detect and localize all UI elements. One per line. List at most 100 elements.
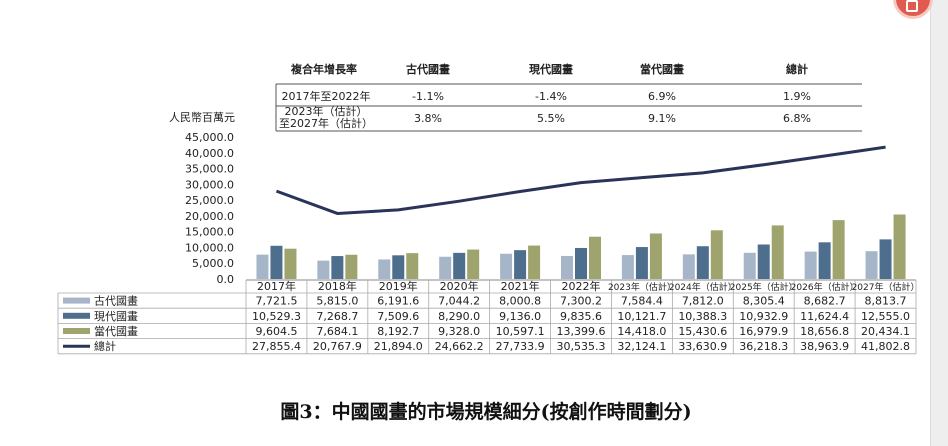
data-label-3-3: 24,662.2 <box>435 340 484 353</box>
data-label-3-4: 27,733.9 <box>496 340 545 353</box>
bar-2-4 <box>528 245 541 279</box>
data-label-1-1: 7,268.7 <box>316 310 358 323</box>
cagr-period-1-1: 至2027年（估計） <box>279 116 373 130</box>
y-tick-label: 40,000.0 <box>185 147 234 160</box>
x-tick-label: 2025年（估計） <box>730 281 798 293</box>
data-label-2-1: 7,684.1 <box>316 325 358 338</box>
vertical-scrollbar[interactable] <box>930 0 948 446</box>
y-tick-label: 45,000.0 <box>185 131 234 144</box>
cagr-header-4: 總計 <box>786 62 808 76</box>
bar-1-7 <box>696 246 709 279</box>
data-label-2-0: 9,604.5 <box>255 325 297 338</box>
data-label-1-0: 10,529.3 <box>252 310 301 323</box>
data-label-3-9: 38,963.9 <box>800 340 849 353</box>
x-tick-label: 2021年 <box>501 279 540 293</box>
figure-caption: 圖3：中國國畫的市場規模細分(按創作時間劃分) <box>280 400 691 423</box>
legend-swatch-1 <box>63 312 90 319</box>
data-label-3-0: 27,855.4 <box>252 340 301 353</box>
cagr-header-3: 當代國畫 <box>640 62 684 76</box>
data-label-2-2: 8,192.7 <box>377 325 419 338</box>
data-label-3-6: 32,124.1 <box>617 340 666 353</box>
data-label-2-4: 10,597.1 <box>496 325 545 338</box>
bar-1-3 <box>453 252 466 279</box>
y-tick-label: 20,000.0 <box>185 210 234 223</box>
bar-2-6 <box>649 233 662 279</box>
data-label-3-7: 33,630.9 <box>678 340 727 353</box>
bar-2-10 <box>893 214 906 279</box>
bar-2-8 <box>771 225 784 279</box>
y-axis-label: 人民幣百萬元 <box>169 111 235 124</box>
data-label-3-8: 36,218.3 <box>739 340 788 353</box>
data-label-0-0: 7,721.5 <box>255 295 297 308</box>
bar-1-1 <box>331 256 344 279</box>
bar-1-4 <box>514 250 527 279</box>
bar-1-2 <box>392 255 405 279</box>
x-tick-label: 2020年 <box>440 279 479 293</box>
data-label-0-3: 7,044.2 <box>438 295 480 308</box>
y-tick-label: 15,000.0 <box>185 226 234 239</box>
x-tick-label: 2026年（估計） <box>791 281 859 293</box>
y-tick-label: 35,000.0 <box>185 163 234 176</box>
data-label-3-5: 30,535.3 <box>557 340 606 353</box>
bar-0-4 <box>500 253 513 279</box>
cagr-header-2: 現代國畫 <box>529 62 573 76</box>
data-label-0-4: 8,000.8 <box>499 295 541 308</box>
bar-0-5 <box>561 255 573 279</box>
x-tick-label: 2019年 <box>379 279 418 293</box>
bar-2-0 <box>284 248 297 279</box>
cagr-header-0: 複合年增長率 <box>290 62 357 76</box>
bar-0-1 <box>317 260 330 279</box>
x-tick-label: 2023年（估計） <box>608 281 676 293</box>
data-label-3-1: 20,767.9 <box>313 340 362 353</box>
bar-0-3 <box>439 256 452 279</box>
legend-label-2: 當代國畫 <box>94 324 138 338</box>
cagr-header-1: 古代國畫 <box>406 62 450 76</box>
data-label-0-10: 8,813.7 <box>865 295 907 308</box>
cagr-value-1-0: 3.8% <box>414 112 442 125</box>
bar-0-7 <box>682 254 695 279</box>
legend-swatch-0 <box>63 297 90 304</box>
cagr-value-1-2: 9.1% <box>648 112 676 125</box>
cagr-value-0-1: -1.4% <box>535 90 567 103</box>
bar-2-1 <box>345 254 358 279</box>
bar-1-0 <box>270 245 283 279</box>
bar-1-5 <box>575 247 587 279</box>
data-label-1-4: 9,136.0 <box>499 310 541 323</box>
data-label-0-6: 7,584.4 <box>621 295 663 308</box>
y-tick-label: 30,000.0 <box>185 178 234 191</box>
y-tick-label: 5,000.0 <box>192 257 234 270</box>
bar-2-2 <box>406 253 419 279</box>
cagr-value-0-0: -1.1% <box>412 90 444 103</box>
data-label-1-2: 7,509.6 <box>377 310 419 323</box>
x-tick-label: 2017年 <box>257 279 296 293</box>
data-label-2-9: 18,656.8 <box>800 325 849 338</box>
data-label-0-7: 7,812.0 <box>682 295 724 308</box>
bar-0-0 <box>256 254 269 279</box>
bar-2-5 <box>589 236 601 279</box>
x-tick-label: 2022年 <box>562 279 601 293</box>
data-label-2-10: 20,434.1 <box>861 325 910 338</box>
legend-label-3: 總計 <box>94 339 116 353</box>
x-tick-label: 2018年 <box>318 279 357 293</box>
cagr-value-0-3: 1.9% <box>783 90 811 103</box>
data-label-0-9: 8,682.7 <box>804 295 846 308</box>
x-tick-label: 2027年（估計） <box>852 281 920 293</box>
bar-0-10 <box>865 251 878 279</box>
data-label-2-7: 15,430.6 <box>678 325 727 338</box>
data-label-0-2: 6,191.6 <box>377 295 419 308</box>
bar-0-9 <box>804 251 817 279</box>
data-label-0-1: 5,815.0 <box>316 295 358 308</box>
bar-2-9 <box>832 220 845 279</box>
x-tick-label: 2024年（估計） <box>669 281 737 293</box>
bar-1-8 <box>757 244 770 279</box>
legend-label-0: 古代國畫 <box>94 294 138 308</box>
data-label-3-2: 21,894.0 <box>374 340 423 353</box>
y-tick-label: 0.0 <box>217 273 235 286</box>
y-tick-label: 10,000.0 <box>185 241 234 254</box>
corner-badge-icon[interactable] <box>896 0 930 16</box>
total-line <box>275 145 886 215</box>
cagr-period-1-0: 2023年（估計） <box>285 104 368 118</box>
bar-0-6 <box>621 255 634 279</box>
data-label-1-5: 9,835.6 <box>560 310 602 323</box>
